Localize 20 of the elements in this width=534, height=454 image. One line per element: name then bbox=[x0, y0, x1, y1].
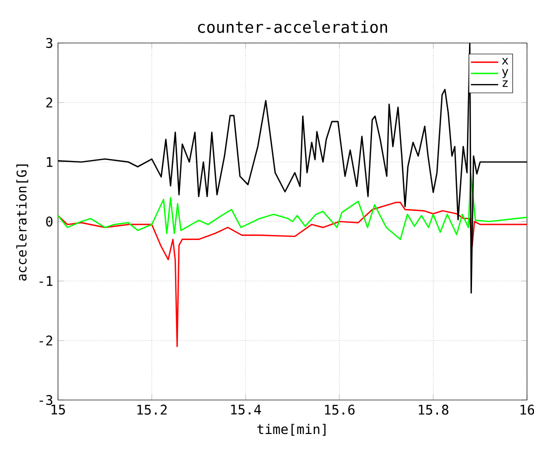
x-tick-label: 15.8 bbox=[418, 404, 448, 415]
x-tick-label: 15.2 bbox=[137, 404, 167, 415]
line-series bbox=[58, 173, 528, 240]
x-axis-title: time[min] bbox=[257, 424, 326, 436]
chart-title: counter-acceleration bbox=[198, 20, 388, 33]
y-tick-label: 1 bbox=[46, 157, 52, 167]
y-tick-label: 3 bbox=[46, 38, 52, 48]
x-tick-label: 15.4 bbox=[231, 404, 261, 415]
y-axis-title: acceleration[G] bbox=[16, 164, 28, 281]
y-tick-label: -2 bbox=[40, 336, 52, 346]
y-tick-label: 2 bbox=[46, 98, 52, 108]
y-tick-label: 0 bbox=[46, 216, 52, 227]
legend-label: y bbox=[502, 69, 508, 78]
x-tick-label: 15 bbox=[52, 404, 65, 415]
legend-label: x bbox=[502, 58, 508, 64]
x-tick-label: 16 bbox=[520, 404, 534, 415]
x-tick-label: 15.6 bbox=[325, 404, 355, 415]
y-tick-label: -1 bbox=[40, 276, 52, 286]
legend-label: z bbox=[502, 80, 508, 87]
y-tick-label: -3 bbox=[40, 394, 52, 406]
